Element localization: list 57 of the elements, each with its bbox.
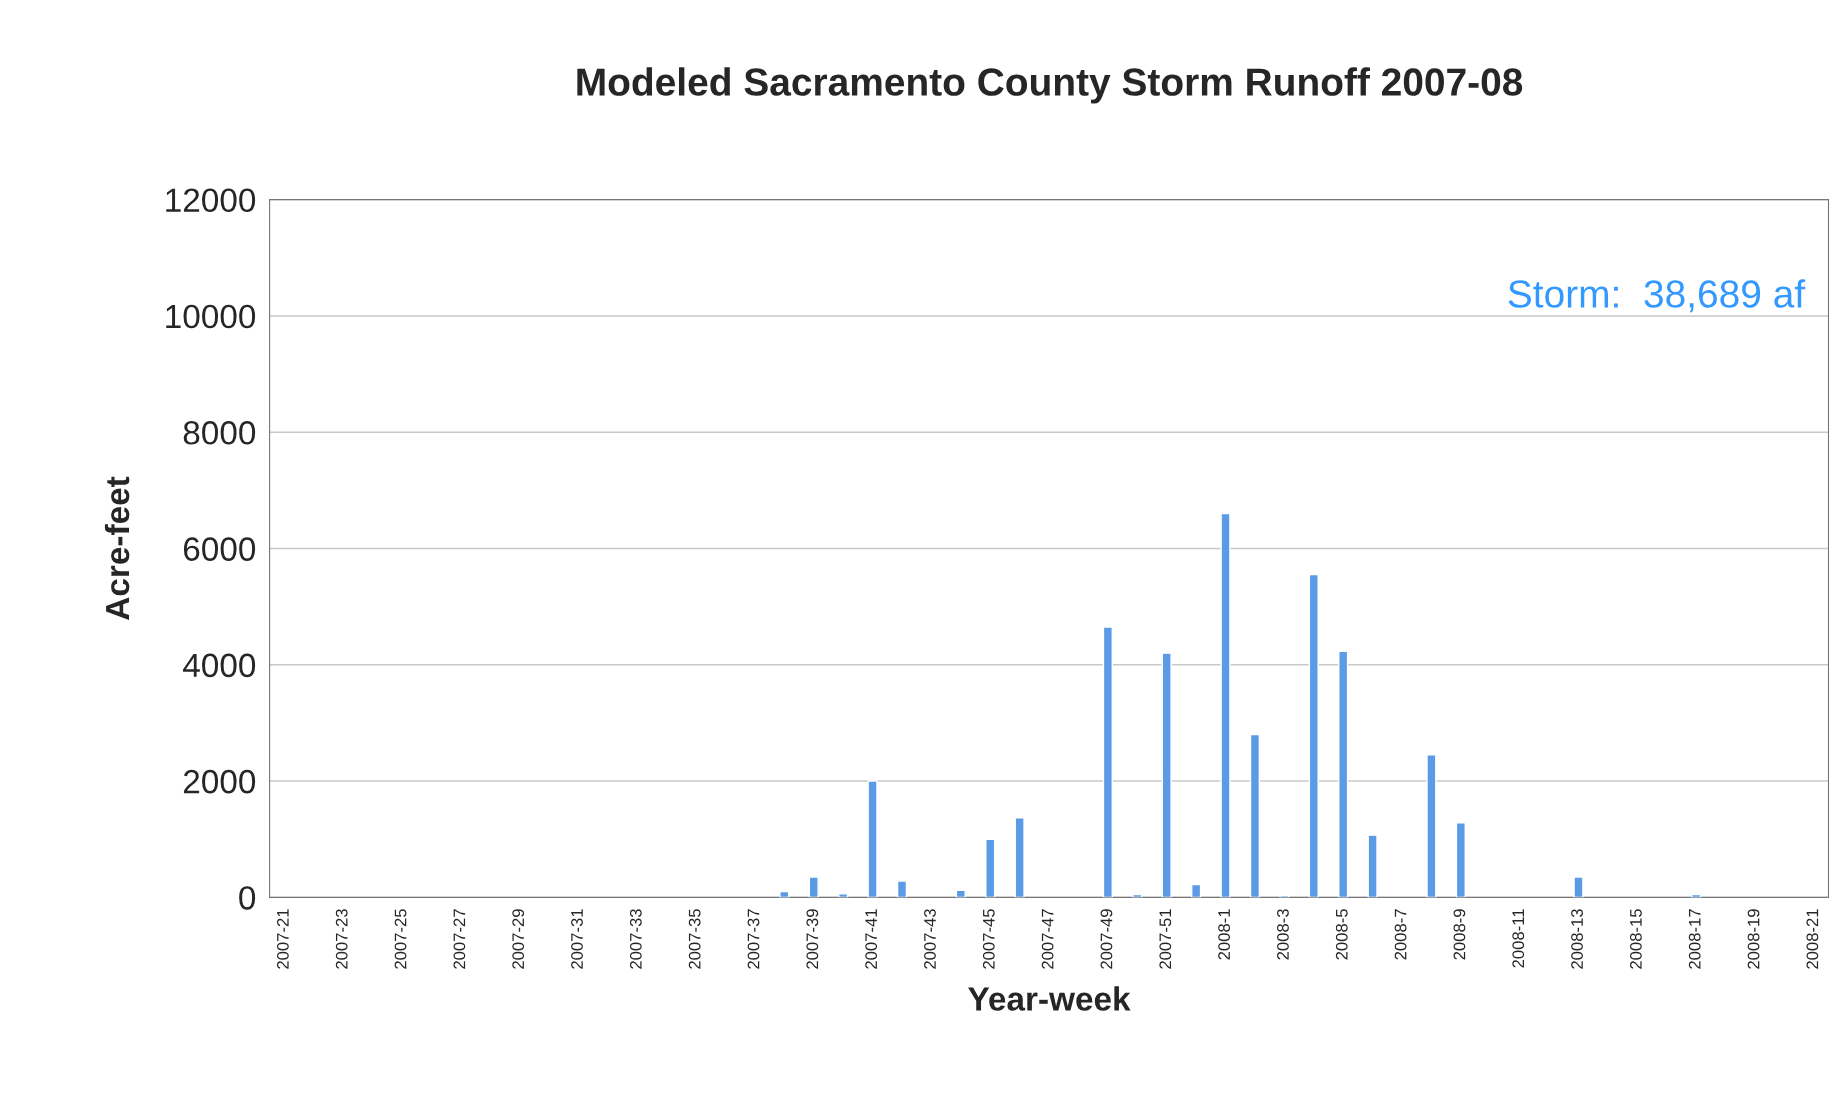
chart-title: Modeled Sacramento County Storm Runoff 2007-08 [577, 67, 1523, 104]
bar [1220, 512, 1231, 898]
bar [1338, 650, 1349, 898]
x-tick-label: 2007-31 [571, 909, 583, 969]
bar [1455, 822, 1466, 898]
x-tick-label: 2007-49 [1100, 909, 1113, 969]
bar [1367, 834, 1378, 898]
x-tick-label: 2008-3 [1277, 909, 1289, 960]
bar [1191, 883, 1202, 898]
x-tick-label: 2007-37 [747, 909, 760, 969]
y-tick-label: 2000 [183, 769, 256, 794]
x-tick-label: 2008-17 [1688, 909, 1701, 969]
x-tick-label: 2007-27 [453, 909, 466, 969]
y-tick-label: 10000 [166, 304, 256, 329]
x-tick-label: 2008-19 [1747, 909, 1760, 969]
x-tick-label: 2007-21 [276, 909, 289, 969]
bar [779, 890, 790, 898]
x-tick-label: 2008-15 [1629, 909, 1642, 969]
x-tick-label: 2007-29 [512, 909, 525, 969]
x-tick-label: 2007-45 [982, 909, 995, 969]
x-tick-label: 2007-47 [1041, 909, 1054, 969]
x-tick-label: 2007-33 [629, 909, 642, 969]
x-tick-label: 2007-51 [1159, 909, 1172, 969]
x-tick-label: 2007-35 [688, 909, 701, 969]
bar [985, 838, 996, 898]
x-tick-label: 2008-9 [1453, 909, 1466, 960]
x-axis-title: Year-week [968, 986, 1131, 1011]
y-tick-label: 6000 [183, 537, 256, 561]
annotation: Storm: 38,689 af [1508, 279, 1806, 313]
x-tick-label: 2008-5 [1335, 909, 1348, 960]
x-tick-label: 2008-7 [1394, 909, 1407, 960]
y-axis-title: Acre-feet [104, 476, 130, 620]
bar [1426, 754, 1437, 898]
x-tick-label: 2008-21 [1806, 909, 1819, 969]
bar [1308, 573, 1319, 898]
bar [838, 893, 849, 898]
x-tick-label: 2008-11 [1512, 909, 1525, 968]
x-tick-label: 2008-13 [1571, 909, 1583, 969]
bar [1161, 652, 1172, 898]
bar [955, 889, 966, 898]
x-tick-label: 2007-23 [335, 909, 348, 969]
x-tick-label: 2008-1 [1218, 909, 1230, 960]
x-tick-label: 2007-25 [394, 909, 407, 969]
bar [1102, 626, 1113, 898]
y-tick-label: 8000 [183, 421, 256, 445]
bar [1573, 876, 1584, 898]
y-tick-label: 0 [239, 886, 256, 910]
x-tick-label: 2007-41 [865, 909, 878, 969]
bar [808, 876, 819, 898]
x-tick-label: 2007-43 [924, 909, 936, 969]
y-tick-label: 12000 [166, 188, 256, 213]
bar [867, 780, 878, 898]
y-tick-label: 4000 [183, 653, 256, 678]
bar [896, 880, 908, 898]
bar [1014, 816, 1025, 898]
x-tick-label: 2007-39 [806, 909, 819, 969]
bar [1249, 733, 1261, 898]
